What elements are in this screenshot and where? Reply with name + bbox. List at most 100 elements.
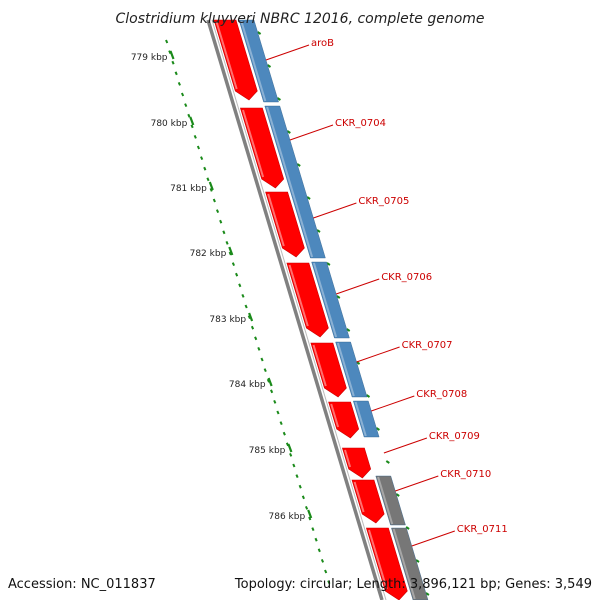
scale-tick-minor (174, 71, 178, 76)
gene-label: CKR_0708 (416, 389, 467, 400)
scale-labels: 779 kbp 780 kbp 781 kbp 782 kbp 783 kbp 784 k… (131, 53, 306, 522)
scale-tick-minor (301, 495, 305, 500)
gene-leader-line (356, 346, 400, 363)
gene-label: CKR_0705 (358, 196, 409, 207)
scale-tick-minor (180, 92, 185, 97)
outer-tick (296, 163, 301, 167)
scale-tick-minor (241, 294, 245, 298)
gene-leader-line (411, 530, 455, 547)
scale-tick-minor (225, 241, 229, 245)
scale-label: 781 kbp (170, 184, 207, 194)
outer-tick (286, 130, 291, 134)
forward-gene-arrow (365, 527, 408, 601)
forward-gene-arrow (328, 401, 360, 439)
forward-gene-arrow (213, 19, 258, 101)
outer-tick (405, 526, 410, 530)
forward-gene-shine (215, 21, 238, 90)
scale-tick-minor (206, 177, 210, 182)
scale-tick-major (248, 312, 254, 322)
gene-leader-line (383, 437, 428, 454)
gene-features (213, 19, 429, 601)
scale-tick-minor (187, 113, 191, 118)
scale-tick-major (267, 377, 273, 387)
scale-tick-minor (279, 421, 283, 425)
reverse-gene-shine (312, 262, 338, 338)
forward-gene-arrow (341, 447, 372, 479)
gene-leader-line (336, 278, 380, 295)
outer-tick (266, 64, 272, 68)
gene-leader-line (371, 395, 415, 412)
reverse-gene-feature (264, 105, 326, 259)
scale-tick-minor (270, 389, 274, 394)
outer-tick (316, 229, 321, 233)
scale-tick-minor (327, 580, 331, 584)
scale-tick-minor (247, 315, 251, 319)
scale-tick-minor (311, 527, 315, 531)
scale-tick-minor (276, 410, 280, 415)
scale-tick-minor (238, 283, 242, 288)
scale-tick-minor (320, 559, 325, 563)
forward-gene-arrow (239, 107, 285, 189)
scale-tick-minor (282, 431, 286, 436)
scale-label: 786 kbp (269, 512, 306, 522)
scale-tick-minor (212, 198, 216, 203)
scale-tick-minor (254, 336, 258, 341)
forward-gene-shine (312, 344, 327, 387)
gene-labels: aroB CKR_0704 CKR_0705 CKR_0706 CKR_0707 CKR_… (265, 38, 508, 547)
gene-label: CKR_0710 (440, 469, 491, 480)
outer-tick (425, 592, 430, 596)
outer-tick (336, 295, 341, 299)
outer-tick (415, 559, 420, 563)
outer-tick (346, 328, 351, 332)
scale-tick-minor (200, 156, 204, 160)
scale-label: 779 kbp (131, 53, 168, 63)
scale-tick-minor (324, 569, 328, 574)
reverse-gene-shine (354, 401, 367, 437)
forward-gene-shine (242, 109, 265, 178)
scale-tick-minor (193, 135, 197, 139)
forward-gene-arrow (265, 191, 305, 258)
gene-label: CKR_0706 (381, 272, 432, 283)
reverse-gene-shine (377, 476, 394, 525)
forward-gene-shine (353, 481, 365, 513)
scale-tick-minor (305, 506, 309, 510)
scale-tick-major (307, 509, 313, 519)
scale-tick-minor (219, 219, 223, 224)
scale-tick-major (169, 50, 175, 60)
reverse-gene-shine (240, 20, 267, 102)
scale-tick-minor (257, 347, 261, 351)
outer-tick (326, 262, 331, 266)
scale-tick-major (228, 246, 234, 256)
backbone (206, 19, 387, 601)
outer-tick (365, 394, 371, 398)
gene-leader-line (313, 202, 357, 219)
scale-tick-major (287, 443, 293, 453)
scale-tick-minor (273, 400, 277, 404)
scale-tick-minor (228, 251, 232, 256)
gene-leader-line (395, 475, 439, 492)
forward-gene-shine (288, 264, 309, 327)
scale-tick-minor (314, 537, 318, 542)
scale-tick-minor (222, 230, 226, 235)
scale-ticks (165, 31, 430, 596)
reverse-gene-feature (353, 400, 380, 438)
scale-tick-minor (298, 484, 302, 489)
gene-label: CKR_0707 (402, 340, 453, 351)
scale-tick-minor (215, 209, 220, 213)
forward-gene-shine (368, 529, 388, 590)
scale-tick-minor (308, 516, 312, 521)
backbone-highlight (211, 19, 387, 601)
accession-text: Accession: NC_011837 (8, 577, 156, 592)
scale-tick-minor (231, 262, 235, 266)
scale-tick-minor (165, 39, 169, 44)
scale-tick-minor (317, 548, 321, 553)
forward-gene-shine (344, 449, 352, 468)
scale-tick-minor (235, 272, 239, 277)
scale-tick-minor (250, 325, 255, 330)
outer-tick (276, 97, 281, 101)
reverse-gene-feature (375, 475, 406, 526)
backbone-line (206, 19, 384, 601)
reverse-gene-shine (392, 528, 416, 600)
scale-tick-minor (184, 103, 188, 107)
